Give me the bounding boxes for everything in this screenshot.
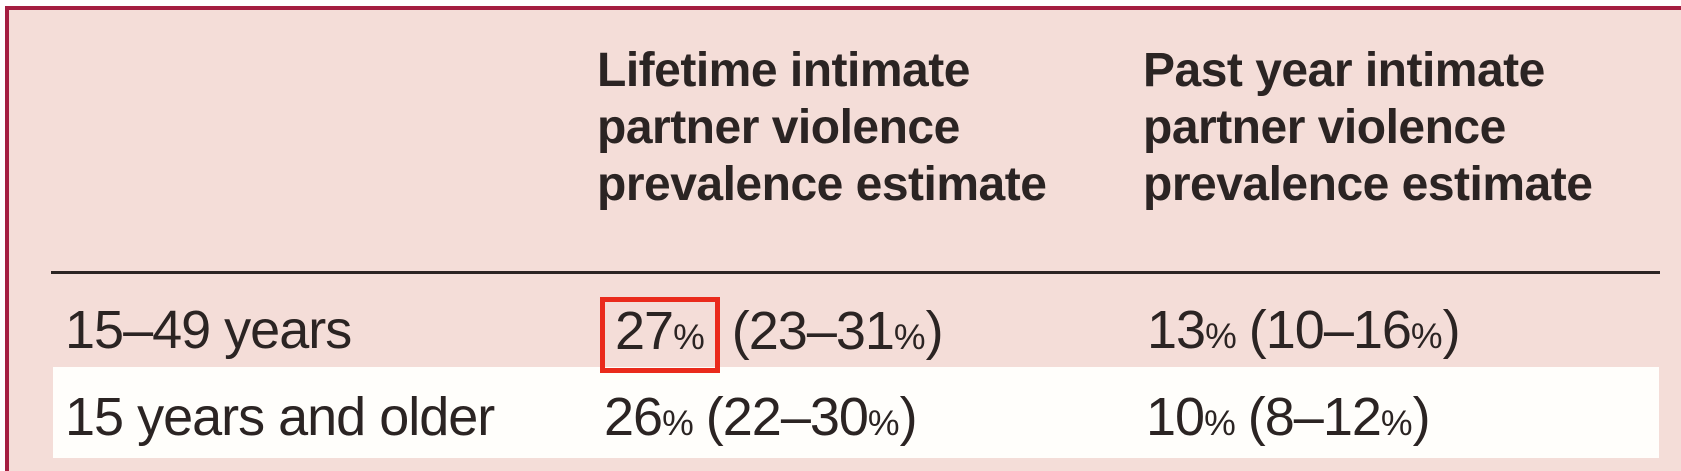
column-header-past-year: Past year intimate partner violence prev… (1143, 44, 1593, 211)
row-label: 15 years and older (65, 387, 495, 447)
alt-row-band (53, 367, 1659, 458)
highlight-box: 27% (600, 297, 720, 373)
prevalence-value: 10% (1146, 387, 1236, 447)
prevalence-value: 27% (615, 301, 705, 361)
lifetime-cell: 26% (22–30%) (604, 384, 918, 456)
past-year-cell: 13% (10–16%) (1147, 297, 1461, 369)
confidence-interval: (22–30%) (705, 387, 918, 447)
confidence-interval: (10–16%) (1248, 300, 1461, 360)
confidence-interval: (8–12%) (1247, 387, 1431, 447)
past-year-cell: 10% (8–12%) (1146, 384, 1431, 456)
prevalence-value: 26% (604, 387, 694, 447)
prevalence-value: 13% (1147, 300, 1237, 360)
lifetime-cell: 27% (23–31%) (600, 297, 944, 373)
confidence-interval: (23–31%) (731, 301, 944, 361)
column-header-lifetime: Lifetime intimate partner violence preva… (597, 44, 1047, 211)
row-label: 15–49 years (65, 300, 352, 360)
header-divider-line (51, 271, 1660, 274)
